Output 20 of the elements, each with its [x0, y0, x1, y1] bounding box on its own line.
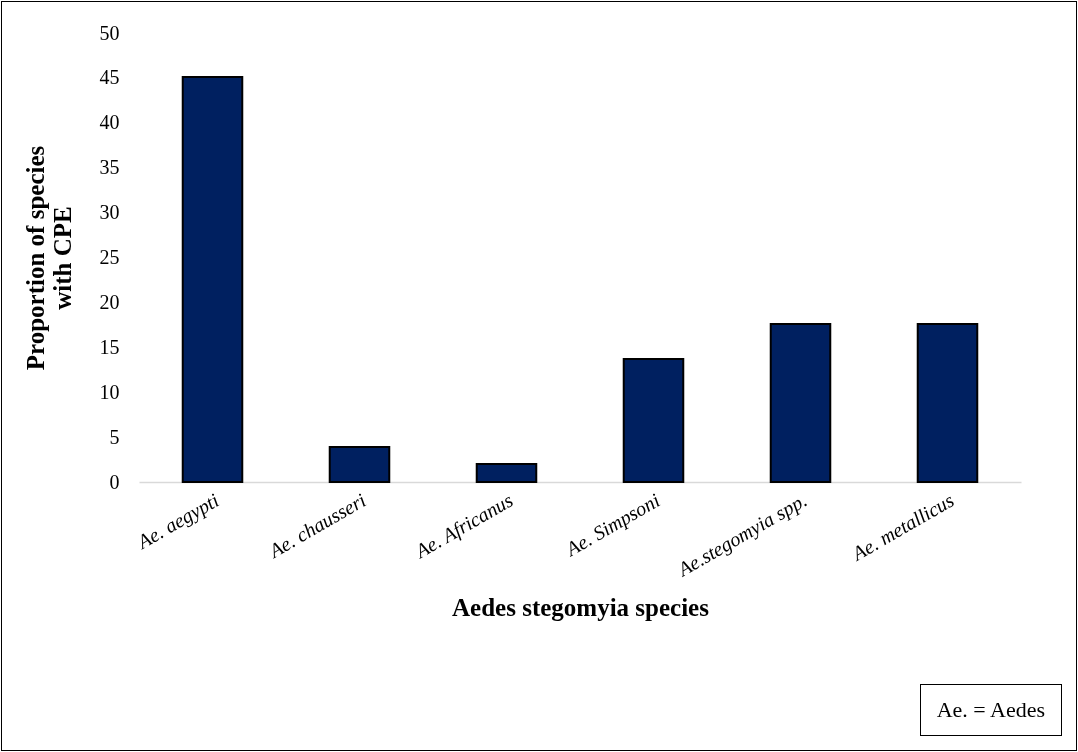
y-tick-label: 0	[109, 470, 120, 493]
bar	[181, 76, 244, 483]
y-tick-label: 50	[99, 21, 120, 44]
y-tick-label: 30	[99, 201, 120, 224]
y-tick-label: 5	[109, 425, 120, 448]
y-tick-label: 40	[99, 111, 120, 134]
y-tick-label: 20	[99, 290, 120, 313]
y-tick-label: 25	[99, 246, 120, 268]
bar	[916, 322, 979, 483]
bar	[475, 463, 538, 483]
y-tick-label: 35	[99, 156, 120, 179]
y-axis-title: Proportion of species with CPE	[21, 145, 76, 371]
text: Ae. = Aedes	[919, 684, 1062, 736]
bar	[622, 357, 685, 483]
y-tick-label: 45	[99, 66, 120, 89]
y-tick-label: 15	[99, 335, 120, 358]
y-tick-label: 10	[99, 380, 120, 403]
x-axis-title: Aedes stegomyia species	[452, 594, 710, 622]
bar	[769, 322, 832, 483]
bar	[328, 445, 391, 483]
